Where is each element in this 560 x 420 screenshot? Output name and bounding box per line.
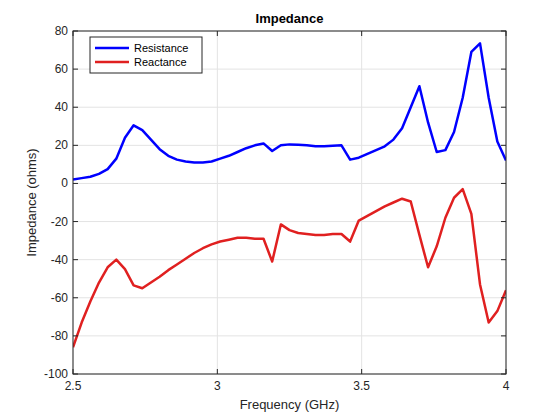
x-tick-label: 3 [214, 379, 221, 393]
series-line [73, 43, 506, 179]
y-tick [73, 31, 78, 32]
y-tick-label: -100 [44, 367, 68, 381]
axes-box [73, 31, 506, 374]
y-tick [501, 183, 506, 184]
grid-line-x [217, 31, 218, 374]
grid-line-y [73, 183, 506, 184]
y-axis-label: Impedance (ohms) [24, 148, 39, 256]
y-tick [73, 259, 78, 260]
grid [73, 31, 506, 374]
y-tick [501, 31, 506, 32]
series-group [73, 43, 506, 347]
x-tick [506, 31, 507, 36]
y-tick-label: 0 [61, 176, 68, 190]
grid-line-y [73, 297, 506, 298]
axes: 2.5 3 3.5 4 -100 -80 -60 -40 -20 0 20 40 60 80 [44, 24, 510, 393]
legend-swatch [95, 61, 129, 64]
y-tick-label: -60 [51, 291, 69, 305]
x-tick [73, 369, 74, 374]
grid-line-x [361, 31, 362, 374]
background [0, 0, 560, 420]
legend-label: Resistance [134, 42, 188, 54]
y-tick [501, 107, 506, 108]
x-axis-label: Frequency (GHz) [240, 397, 340, 412]
x-tick [217, 31, 218, 36]
y-tick [501, 297, 506, 298]
x-tick-label: 4 [503, 379, 510, 393]
y-tick [501, 221, 506, 222]
y-tick [73, 297, 78, 298]
y-tick [73, 221, 78, 222]
y-tick-label: -80 [51, 329, 69, 343]
y-tick [501, 145, 506, 146]
x-tick [361, 369, 362, 374]
y-tick [501, 69, 506, 70]
y-tick [73, 145, 78, 146]
y-tick [73, 335, 78, 336]
y-tick [501, 335, 506, 336]
y-tick [501, 259, 506, 260]
x-tick [361, 31, 362, 36]
chart: 2.5 3 3.5 4 -100 -80 -60 -40 -20 0 20 40 60 80 Impedan… [0, 0, 560, 420]
y-tick-label: 20 [55, 138, 69, 152]
y-tick [73, 107, 78, 108]
x-tick [217, 369, 218, 374]
plot-area [73, 31, 506, 374]
y-tick [73, 183, 78, 184]
y-tick [73, 374, 78, 375]
y-tick-label: -40 [51, 253, 69, 267]
grid-line-y [73, 335, 506, 336]
y-tick-label: 80 [55, 24, 69, 38]
x-tick [73, 31, 74, 36]
grid-line-y [73, 259, 506, 260]
x-tick-label: 3.5 [353, 379, 370, 393]
series-line [73, 189, 506, 347]
y-tick [73, 69, 78, 70]
y-tick-label: -20 [51, 215, 69, 229]
y-tick [501, 374, 506, 375]
y-tick-label: 60 [55, 62, 69, 76]
x-tick-label: 2.5 [65, 379, 82, 393]
legend-swatch [95, 47, 129, 50]
x-tick [506, 369, 507, 374]
legend-box [90, 37, 202, 73]
grid-line-y [73, 221, 506, 222]
y-tick-label: 40 [55, 100, 69, 114]
legend: Resistance Reactance [90, 37, 202, 73]
legend-label: Reactance [134, 56, 187, 68]
grid-line-y [73, 107, 506, 108]
title: Impedance [256, 11, 324, 26]
